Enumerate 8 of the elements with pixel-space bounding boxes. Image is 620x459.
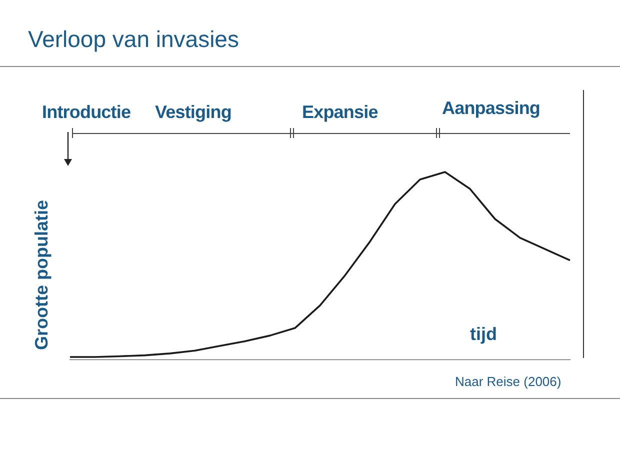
y-axis-title: Grootte populatie: [32, 200, 52, 350]
text: Introductie: [42, 102, 131, 123]
text: Expansie: [302, 102, 378, 123]
chart-title: Verloop van invasies: [28, 26, 239, 53]
x-axis-title: tijd: [470, 324, 497, 345]
text: Vestiging: [155, 102, 232, 123]
text: Naar Reise (2006): [455, 374, 562, 389]
text: Aanpassing: [442, 98, 540, 119]
